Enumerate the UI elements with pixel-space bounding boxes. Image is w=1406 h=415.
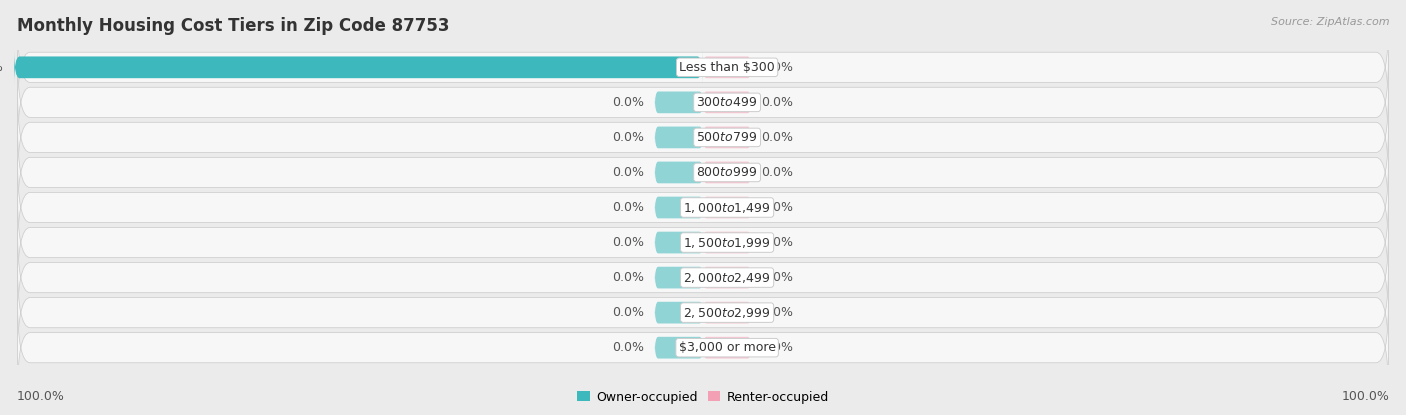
FancyBboxPatch shape: [655, 302, 703, 324]
FancyBboxPatch shape: [17, 195, 1389, 290]
Text: 0.0%: 0.0%: [762, 131, 793, 144]
FancyBboxPatch shape: [703, 56, 751, 78]
FancyBboxPatch shape: [703, 127, 751, 148]
Text: 0.0%: 0.0%: [613, 96, 644, 109]
Text: 0.0%: 0.0%: [762, 341, 793, 354]
Text: 0.0%: 0.0%: [613, 306, 644, 319]
FancyBboxPatch shape: [703, 337, 751, 359]
FancyBboxPatch shape: [17, 265, 1389, 361]
Text: $300 to $499: $300 to $499: [696, 96, 758, 109]
FancyBboxPatch shape: [655, 267, 703, 288]
Text: 100.0%: 100.0%: [0, 61, 4, 74]
FancyBboxPatch shape: [17, 20, 1389, 115]
Text: 0.0%: 0.0%: [762, 61, 793, 74]
FancyBboxPatch shape: [17, 159, 1389, 256]
FancyBboxPatch shape: [703, 302, 751, 324]
Text: $2,500 to $2,999: $2,500 to $2,999: [683, 305, 770, 320]
Text: $500 to $799: $500 to $799: [696, 131, 758, 144]
Text: 0.0%: 0.0%: [613, 131, 644, 144]
Text: $3,000 or more: $3,000 or more: [679, 341, 776, 354]
Text: $800 to $999: $800 to $999: [696, 166, 758, 179]
Text: $1,500 to $1,999: $1,500 to $1,999: [683, 236, 770, 249]
Text: Monthly Housing Cost Tiers in Zip Code 87753: Monthly Housing Cost Tiers in Zip Code 8…: [17, 17, 450, 34]
Text: 0.0%: 0.0%: [613, 166, 644, 179]
Text: $1,000 to $1,499: $1,000 to $1,499: [683, 200, 770, 215]
Text: 0.0%: 0.0%: [613, 201, 644, 214]
Text: $2,000 to $2,499: $2,000 to $2,499: [683, 271, 770, 285]
FancyBboxPatch shape: [14, 50, 703, 85]
Text: 0.0%: 0.0%: [762, 236, 793, 249]
FancyBboxPatch shape: [655, 197, 703, 218]
FancyBboxPatch shape: [703, 91, 751, 113]
Text: 0.0%: 0.0%: [762, 306, 793, 319]
FancyBboxPatch shape: [17, 89, 1389, 186]
FancyBboxPatch shape: [703, 161, 751, 183]
FancyBboxPatch shape: [655, 127, 703, 148]
Text: 100.0%: 100.0%: [17, 390, 65, 403]
FancyBboxPatch shape: [703, 232, 751, 254]
Text: Less than $300: Less than $300: [679, 61, 775, 74]
FancyBboxPatch shape: [17, 54, 1389, 150]
FancyBboxPatch shape: [655, 161, 703, 183]
FancyBboxPatch shape: [17, 124, 1389, 220]
FancyBboxPatch shape: [703, 267, 751, 288]
Text: 100.0%: 100.0%: [1341, 390, 1389, 403]
Text: Source: ZipAtlas.com: Source: ZipAtlas.com: [1271, 17, 1389, 27]
Text: 0.0%: 0.0%: [762, 201, 793, 214]
Text: 0.0%: 0.0%: [613, 341, 644, 354]
FancyBboxPatch shape: [17, 229, 1389, 326]
Text: 0.0%: 0.0%: [613, 271, 644, 284]
FancyBboxPatch shape: [655, 91, 703, 113]
FancyBboxPatch shape: [655, 232, 703, 254]
Text: 0.0%: 0.0%: [762, 166, 793, 179]
Text: 0.0%: 0.0%: [762, 96, 793, 109]
Text: 0.0%: 0.0%: [613, 236, 644, 249]
FancyBboxPatch shape: [17, 300, 1389, 395]
FancyBboxPatch shape: [655, 337, 703, 359]
FancyBboxPatch shape: [703, 197, 751, 218]
Text: 0.0%: 0.0%: [762, 271, 793, 284]
Legend: Owner-occupied, Renter-occupied: Owner-occupied, Renter-occupied: [572, 386, 834, 409]
